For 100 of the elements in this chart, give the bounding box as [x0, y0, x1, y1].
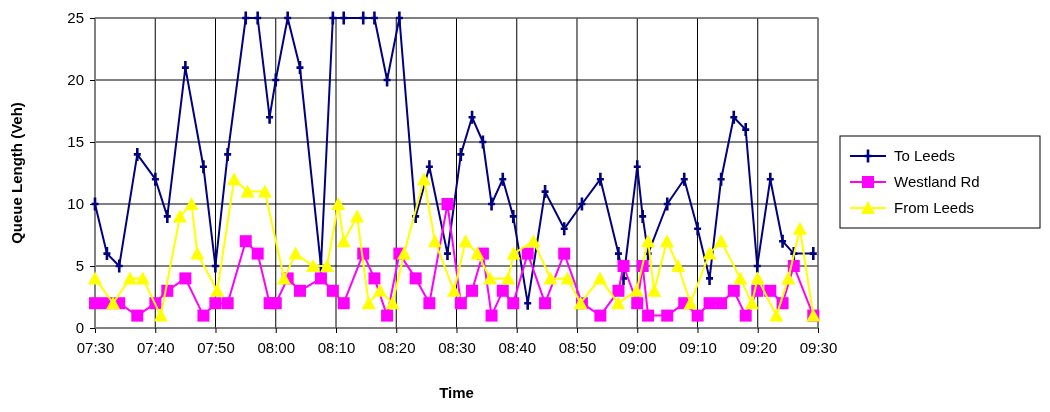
point — [372, 283, 387, 297]
point — [337, 297, 350, 310]
point — [507, 297, 520, 310]
point — [89, 297, 101, 310]
point — [288, 246, 303, 260]
point — [683, 296, 698, 310]
y-axis-title: Queue Length (Veh) — [8, 102, 25, 244]
y-tick-label: 25 — [67, 9, 84, 27]
point — [427, 234, 442, 248]
point — [277, 271, 292, 285]
point — [750, 271, 765, 285]
point — [314, 272, 327, 285]
point — [593, 271, 608, 285]
x-tick-label: 08:30 — [438, 338, 476, 356]
point — [209, 297, 222, 310]
point — [560, 271, 575, 285]
point — [733, 271, 748, 285]
point — [744, 296, 759, 310]
x-tick-label: 08:00 — [257, 338, 296, 356]
y-tick-label: 20 — [67, 71, 84, 89]
point — [153, 308, 168, 322]
point — [123, 271, 138, 285]
point — [483, 271, 498, 285]
point — [470, 246, 485, 260]
point — [506, 246, 521, 260]
point — [659, 234, 674, 248]
point — [240, 184, 255, 198]
point — [703, 297, 716, 310]
x-tick-label: 08:40 — [498, 338, 537, 356]
x-tick-label: 07:40 — [136, 338, 175, 356]
point — [496, 284, 509, 297]
point — [305, 259, 320, 272]
point — [331, 197, 346, 210]
point — [441, 198, 454, 210]
point — [368, 272, 381, 285]
point — [172, 209, 187, 223]
point — [409, 272, 422, 285]
point — [485, 309, 498, 322]
point — [647, 283, 662, 297]
point — [526, 234, 541, 248]
point — [501, 271, 516, 285]
point — [781, 271, 796, 285]
point — [239, 235, 252, 248]
point — [466, 284, 479, 297]
point — [611, 296, 626, 310]
legend-label: From Leeds — [894, 199, 975, 217]
point — [320, 259, 335, 272]
point — [446, 283, 461, 297]
legend-label: To Leeds — [894, 147, 955, 165]
x-tick-label: 08:20 — [377, 338, 416, 356]
point — [642, 309, 655, 322]
point — [385, 296, 400, 310]
x-tick-label: 09:20 — [739, 338, 778, 356]
point — [631, 297, 644, 310]
point — [184, 197, 199, 210]
point — [629, 283, 644, 297]
x-tick-label: 08:10 — [317, 338, 356, 356]
point — [197, 309, 210, 322]
point — [416, 172, 431, 186]
point — [539, 297, 552, 310]
point — [558, 247, 571, 260]
point — [423, 297, 436, 310]
point — [251, 247, 264, 260]
x-tick-label: 07:50 — [197, 338, 235, 356]
point — [521, 247, 534, 260]
y-tick-label: 0 — [75, 319, 84, 337]
point — [612, 284, 625, 297]
point — [671, 259, 686, 272]
point — [381, 309, 394, 322]
point — [131, 309, 144, 322]
point — [739, 309, 752, 322]
point — [661, 309, 674, 322]
point — [135, 271, 150, 285]
point — [641, 234, 656, 248]
point — [715, 297, 728, 310]
x-axis-title: Time — [439, 384, 474, 401]
point — [792, 221, 807, 235]
point — [293, 284, 306, 297]
point — [350, 209, 365, 223]
point — [714, 234, 729, 248]
x-tick-label: 08:50 — [558, 338, 597, 356]
legend-label: Westland Rd — [894, 173, 980, 191]
point — [691, 309, 704, 322]
point — [458, 234, 473, 248]
point — [397, 246, 412, 260]
point — [361, 296, 376, 310]
point — [88, 271, 102, 285]
x-tick-label: 07:30 — [76, 338, 115, 356]
point — [210, 283, 225, 297]
point — [454, 297, 467, 310]
point — [257, 184, 272, 198]
point — [594, 309, 607, 322]
y-tick-label: 5 — [75, 257, 84, 275]
x-tick-label: 09:00 — [618, 338, 657, 356]
point — [326, 284, 339, 297]
y-tick-label: 10 — [67, 195, 84, 213]
point — [221, 297, 234, 310]
point — [543, 271, 558, 285]
point — [727, 284, 740, 297]
point — [769, 308, 784, 322]
